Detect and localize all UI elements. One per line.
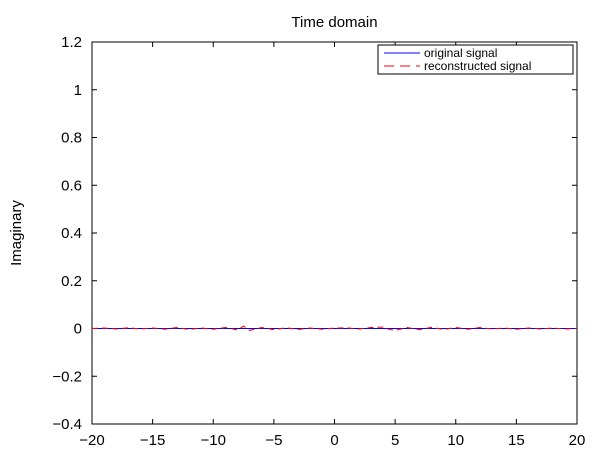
series-layer — [91, 325, 578, 331]
y-tick-label: 1 — [74, 82, 82, 99]
x-tick-label: 5 — [391, 432, 399, 449]
x-tick-label: −10 — [201, 432, 226, 449]
legend-box — [377, 44, 574, 75]
legend-label-original-signal: original signal — [424, 46, 497, 60]
x-tick-label: 10 — [447, 432, 464, 449]
y-tick-label: 0.6 — [61, 177, 82, 194]
x-tick-label: −20 — [79, 432, 104, 449]
series-line-reconstructed-signal — [91, 325, 578, 331]
y-tick-label: −0.4 — [52, 416, 82, 433]
plot-area — [91, 41, 578, 425]
x-tick-label: 20 — [569, 432, 586, 449]
y-tick-label: 0.2 — [61, 273, 82, 290]
chart-title: Time domain — [291, 14, 377, 31]
x-tick-label: 15 — [508, 432, 525, 449]
x-tick-label: 0 — [330, 432, 338, 449]
ticks-group: −20 −15 −10 −5 0 5 10 15 20 −0.4 −0.2 0 0.2 0.4 0.6 0.8… — [52, 34, 585, 449]
x-tick-label: −5 — [265, 432, 282, 449]
y-tick-label: 0.8 — [61, 130, 82, 147]
y-tick-label: −0.2 — [52, 368, 82, 385]
y-tick-label: 0 — [74, 321, 82, 338]
y-tick-label: 1.2 — [61, 34, 82, 51]
legend: original signal reconstructed signal — [377, 44, 574, 75]
y-axis-label: Imaginary — [8, 200, 25, 266]
y-tick-label: 0.4 — [61, 225, 82, 242]
legend-label-reconstructed-signal: reconstructed signal — [424, 59, 531, 73]
x-tick-label: −15 — [140, 432, 165, 449]
